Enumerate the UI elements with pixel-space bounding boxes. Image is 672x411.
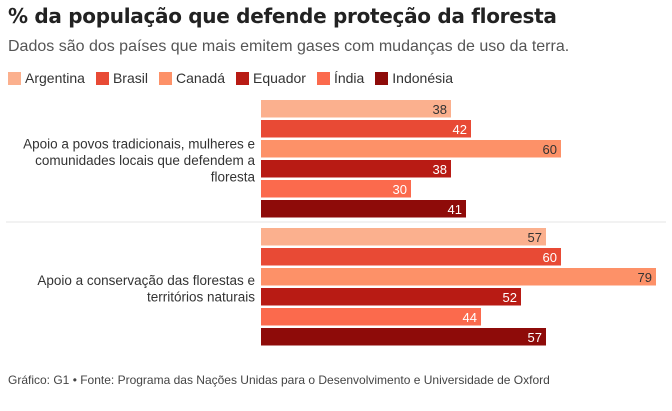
legend-label: Indonésia: [392, 70, 454, 86]
bar-brasil: [261, 248, 561, 266]
legend-item-india: Índia: [316, 70, 365, 86]
bar-brasil: [261, 120, 471, 138]
data-label: 30: [393, 182, 407, 197]
legend-label: Brasil: [112, 70, 148, 86]
source-footer: Gráfico: G1 • Fonte: Programa das Nações…: [8, 373, 550, 387]
legend-item-canada: Canadá: [158, 70, 225, 86]
bar-indonesia: [261, 328, 546, 346]
legend-swatch: [8, 71, 21, 85]
data-label: 60: [543, 250, 557, 265]
bar-canada: [261, 268, 656, 286]
data-label: 38: [433, 102, 447, 117]
category-label: floresta: [211, 170, 256, 185]
chart-subtitle: Dados são dos países que mais emitem gas…: [8, 38, 570, 55]
legend-swatch: [316, 71, 330, 85]
legend-swatch: [95, 71, 109, 85]
legend-label: Argentina: [25, 70, 85, 86]
bar-argentina: [261, 100, 451, 118]
data-label: 60: [543, 142, 557, 157]
data-label: 52: [503, 290, 517, 305]
data-label: 57: [528, 230, 542, 245]
bar-chart: Apoio a povos tradicionais, mulheres eco…: [6, 100, 666, 346]
category-label: comunidades locais que defendem a: [35, 153, 255, 168]
data-label: 41: [448, 202, 462, 217]
legend-label: Equador: [253, 70, 306, 86]
legend-label: Índia: [333, 70, 365, 86]
category-label: Apoio a conservação das florestas e: [37, 273, 255, 288]
legend-label: Canadá: [175, 70, 225, 86]
data-label: 42: [453, 122, 467, 137]
category-label: territórios naturais: [147, 289, 255, 304]
category-label: Apoio a povos tradicionais, mulheres e: [23, 137, 255, 152]
bar-indonesia: [261, 200, 466, 218]
bar-equador: [261, 160, 451, 178]
legend-item-equador: Equador: [236, 70, 306, 86]
bar-india: [261, 308, 481, 326]
bar-india: [261, 180, 411, 198]
bar-canada: [261, 140, 561, 158]
bar-equador: [261, 288, 521, 306]
data-label: 57: [528, 330, 542, 345]
legend-swatch: [158, 71, 172, 85]
legend: Argentina Brasil Canadá Equador Índia Indonés…: [8, 70, 464, 86]
bar-argentina: [261, 228, 546, 246]
legend-swatch: [375, 71, 389, 85]
data-label: 79: [638, 270, 652, 285]
legend-item-indonesia: Indonésia: [375, 70, 453, 86]
legend-item-brasil: Brasil: [95, 70, 148, 86]
legend-swatch: [236, 71, 249, 85]
data-label: 38: [433, 162, 447, 177]
chart-title: % da população que defende proteção da f…: [8, 4, 557, 28]
legend-item-argentina: Argentina: [8, 70, 85, 86]
data-label: 44: [463, 310, 477, 325]
